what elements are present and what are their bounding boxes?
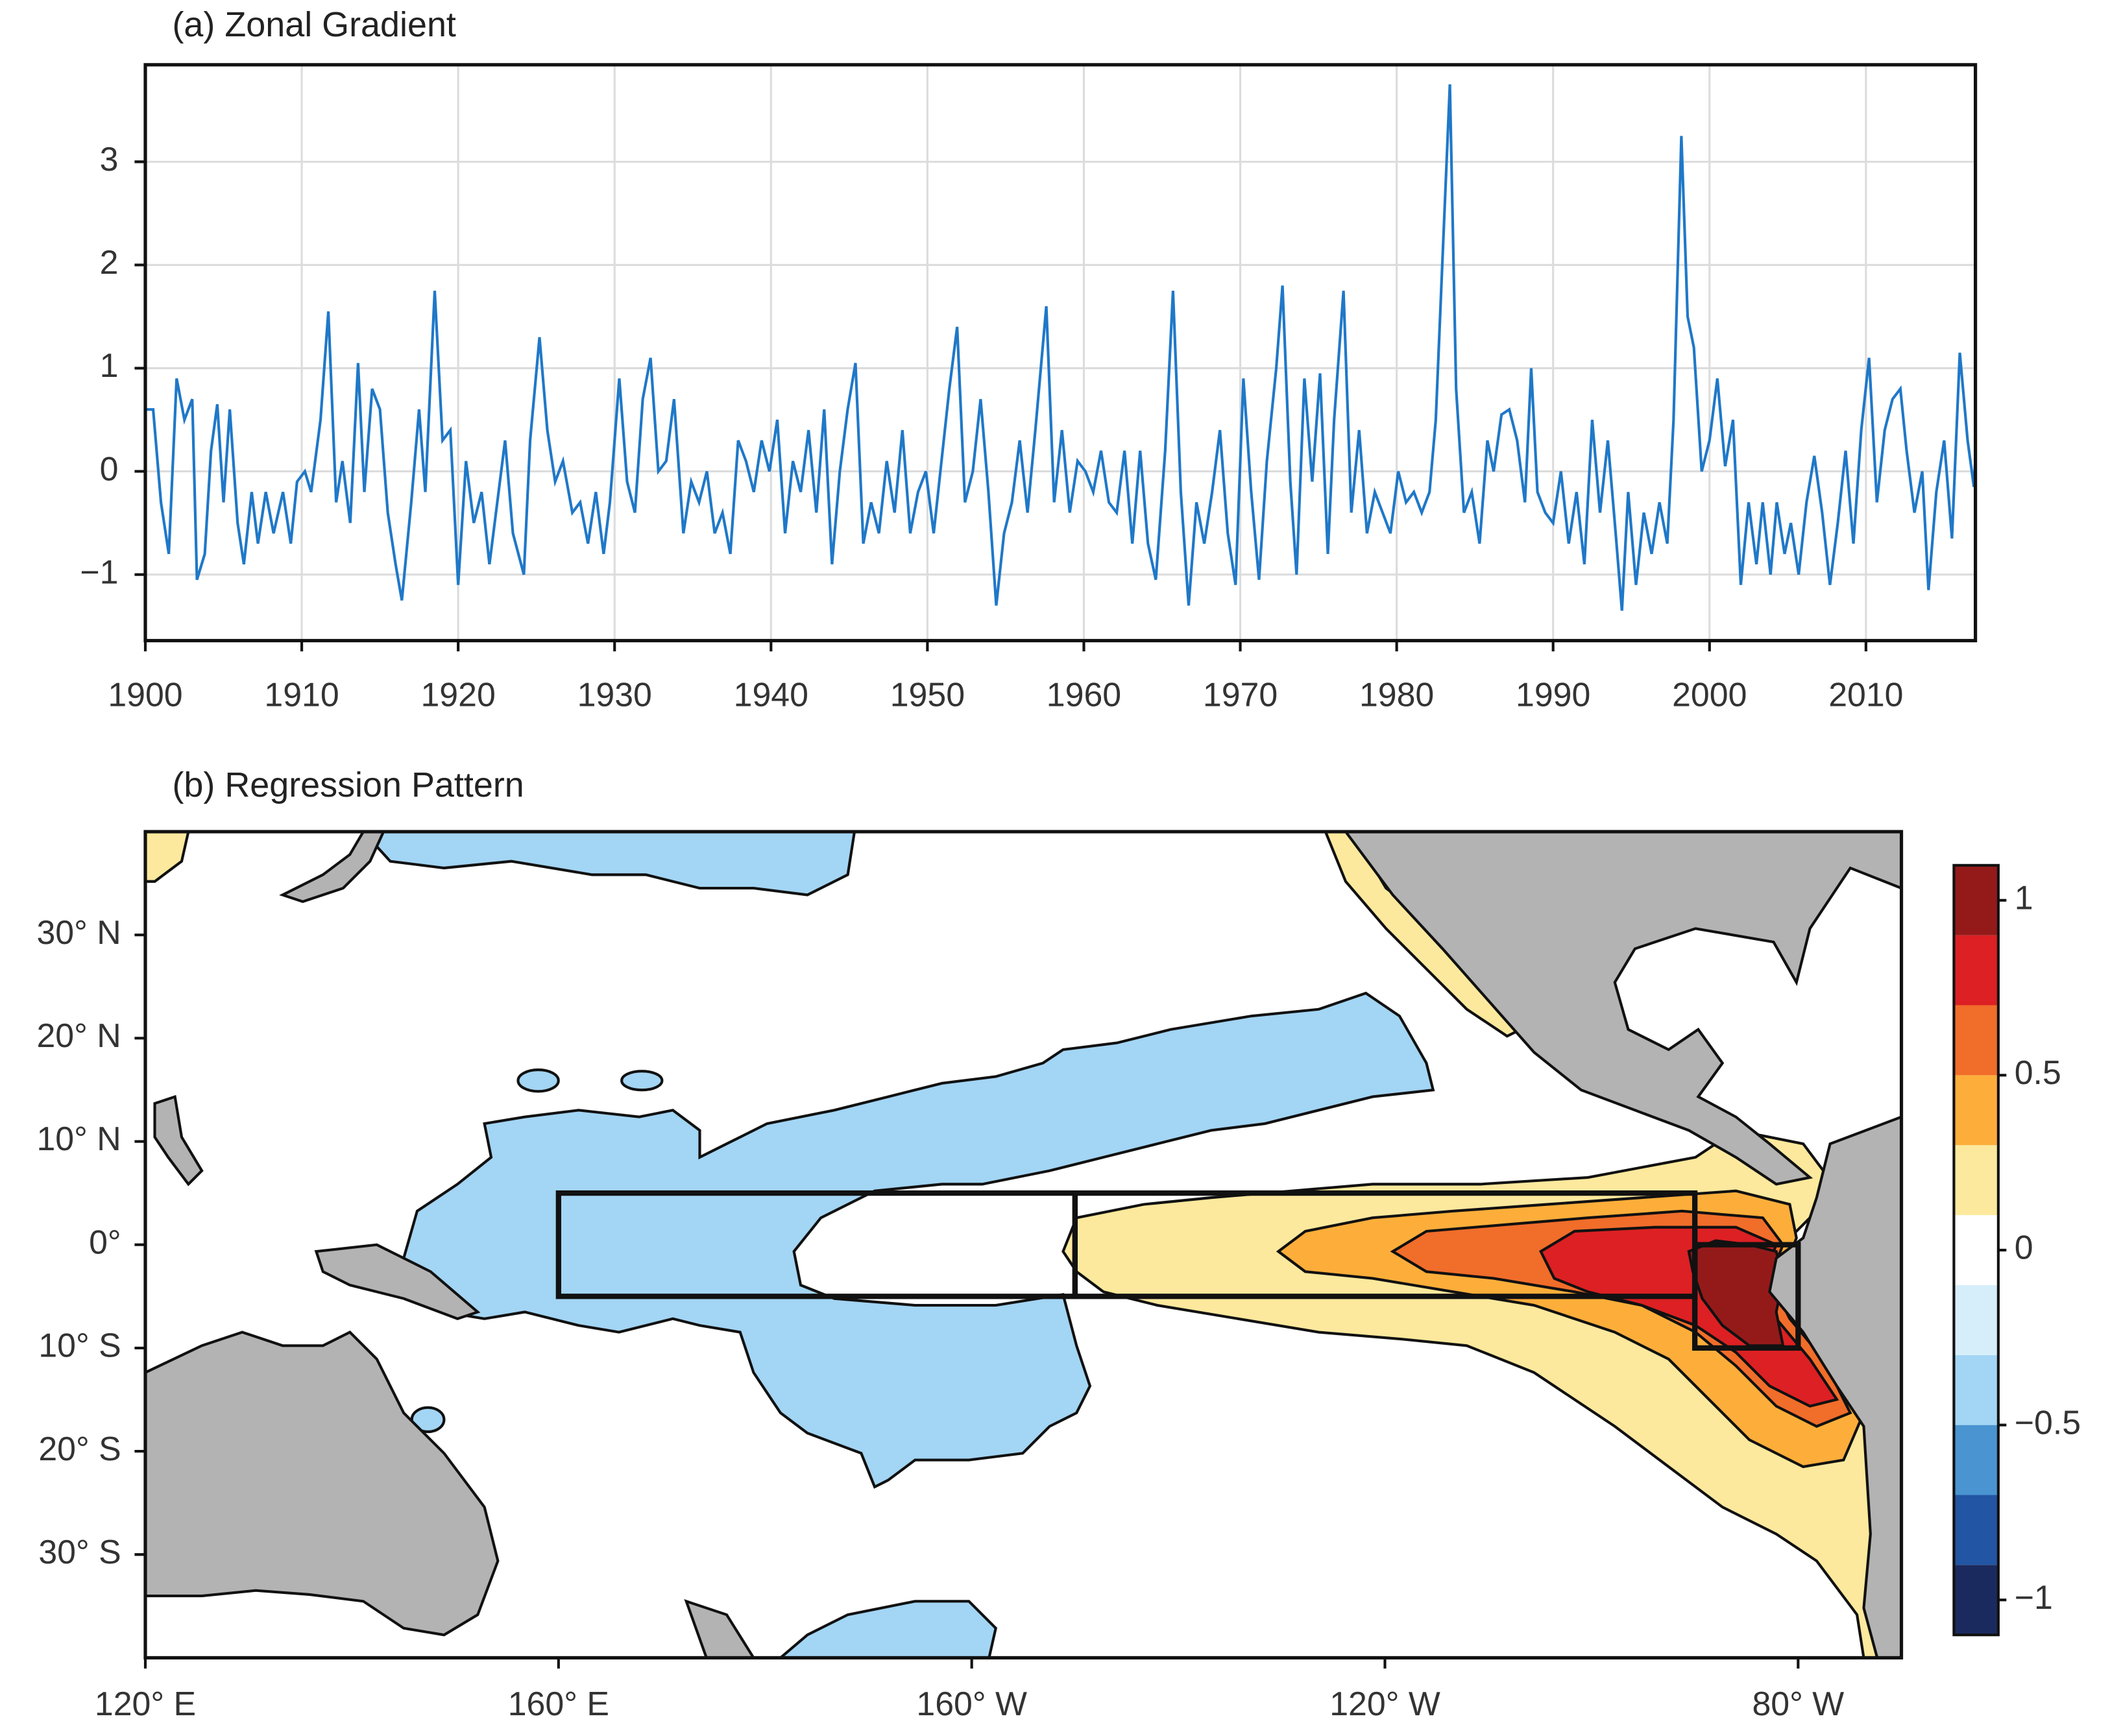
x-tick-label: 120° E [95, 1685, 196, 1722]
x-tick-label: 160° W [916, 1685, 1027, 1722]
y-tick-label: 30° S [38, 1533, 121, 1571]
colorbar-segment [1954, 1565, 1998, 1635]
land [279, 832, 385, 904]
contour-region [361, 832, 856, 897]
contour-region [620, 1070, 664, 1092]
colorbar-tick-label: −0.5 [2015, 1403, 2081, 1441]
y-tick-label: 20° N [36, 1017, 121, 1054]
index-box [1692, 1242, 1801, 1351]
contour-region [145, 832, 190, 883]
panel-a-title: (a) Zonal Gradient [172, 5, 455, 44]
y-tick-label: 10° S [38, 1327, 121, 1364]
land [1768, 1115, 1902, 1658]
colorbar-segment [1954, 1005, 1998, 1076]
land [314, 1243, 481, 1320]
contour-region [516, 1068, 560, 1093]
colorbar-segment [1954, 865, 1998, 935]
y-tick-label: 20° S [38, 1430, 121, 1467]
contour-region [778, 1600, 998, 1658]
x-tick-label: 1930 [577, 675, 652, 713]
x-tick-label: 2010 [1828, 675, 1903, 713]
land [145, 1330, 500, 1637]
y-tick-label: 1 [100, 346, 119, 384]
x-tick-label: 1960 [1047, 675, 1121, 713]
x-tick-label: 80° W [1752, 1685, 1844, 1722]
x-tick-label: 1940 [734, 675, 808, 713]
colorbar-tick-label: −1 [2015, 1578, 2053, 1616]
plot-frame [143, 63, 1978, 643]
contour-region [402, 991, 1435, 1489]
grid [144, 64, 1976, 641]
y-tick-label: 0 [100, 450, 119, 487]
x-tick-label: 1900 [108, 675, 182, 713]
x-tick-label: 160° E [508, 1685, 609, 1722]
y-tick-label: −1 [80, 553, 118, 590]
colorbar-segment [1954, 1075, 1998, 1146]
land [153, 1094, 204, 1187]
x-tick-label: 1980 [1359, 675, 1434, 713]
colorbar-segment [1954, 935, 1998, 1006]
x-tick-label: 1920 [420, 675, 495, 713]
land [1344, 832, 1902, 1186]
y-tick-label: 0° [89, 1223, 121, 1260]
series-line [145, 84, 1977, 611]
panel-b-title: (b) Regression Pattern [172, 766, 524, 804]
y-tick-label: 2 [100, 243, 119, 281]
colorbar-tick-label: 1 [2015, 878, 2033, 916]
y-tick-label: 3 [100, 140, 119, 178]
colorbar-segment [1954, 1495, 1998, 1565]
colorbar-segment [1954, 1145, 1998, 1216]
map-field [145, 832, 1902, 1658]
x-tick-label: 1950 [890, 675, 965, 713]
x-tick-label: 1990 [1516, 675, 1590, 713]
x-tick-label: 1970 [1203, 675, 1278, 713]
y-tick-label: 10° N [36, 1120, 121, 1157]
colorbar-segment [1954, 1215, 1998, 1285]
x-tick-label: 1910 [264, 675, 339, 713]
colorbar-tick-label: 0.5 [2015, 1054, 2061, 1091]
colorbar-segment [1954, 1284, 1998, 1355]
y-tick-label: 30° N [36, 913, 121, 951]
colorbar-segment [1954, 1425, 1998, 1495]
x-tick-label: 120° W [1329, 1685, 1440, 1722]
x-tick-label: 2000 [1672, 675, 1747, 713]
land [684, 1599, 755, 1658]
colorbar-segment [1954, 1355, 1998, 1425]
colorbar-tick-label: 0 [2015, 1229, 2033, 1266]
